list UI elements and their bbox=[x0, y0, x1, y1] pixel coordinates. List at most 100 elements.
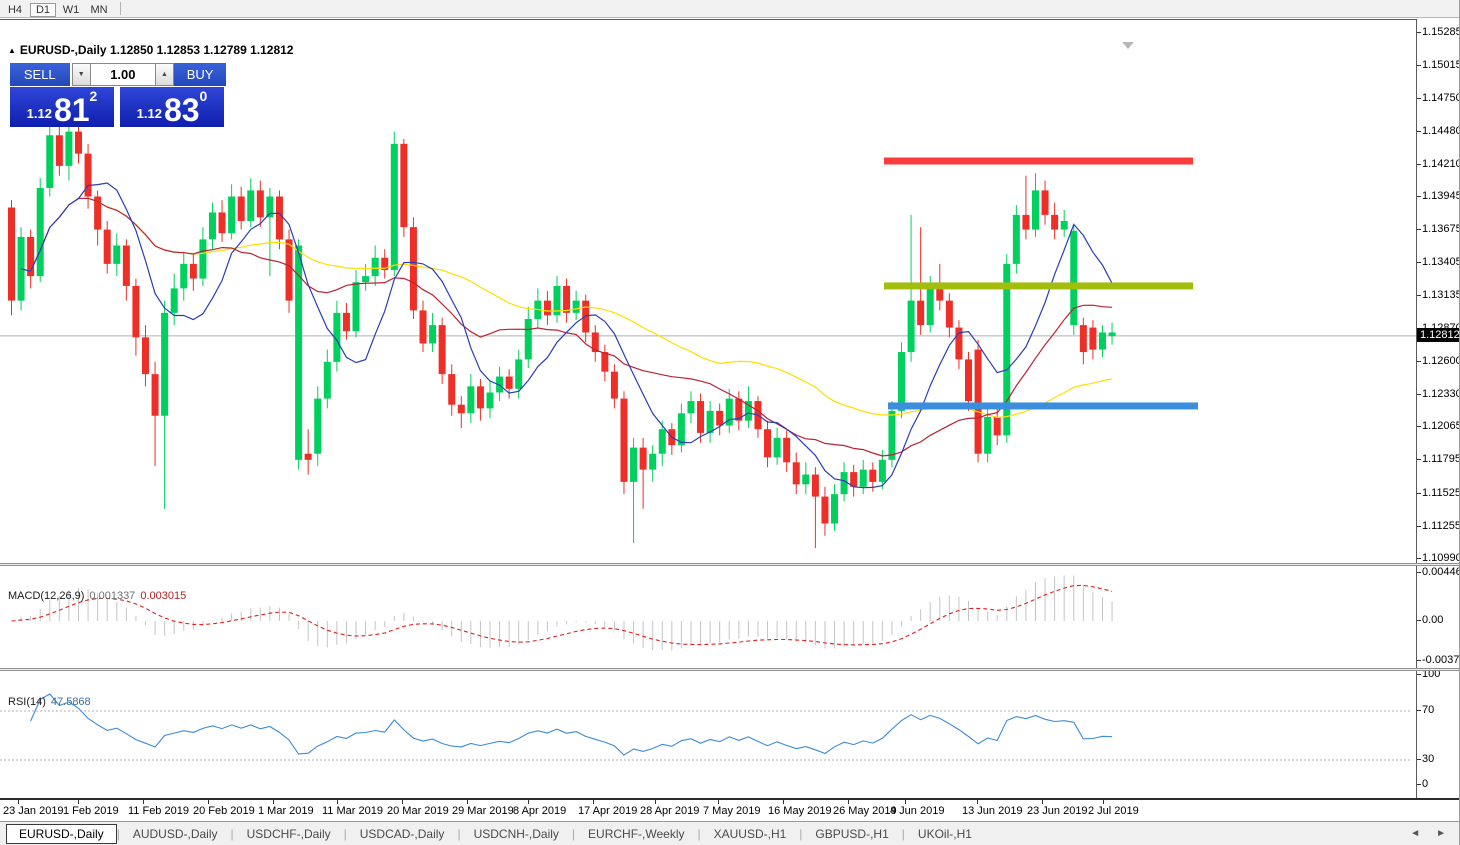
macd-signal-line bbox=[11, 584, 1113, 646]
price-scale-label: 1.15015 bbox=[1422, 59, 1460, 72]
symbol-marker-icon: ▲ bbox=[8, 46, 16, 55]
buy-button[interactable]: BUY bbox=[174, 63, 227, 86]
price-scale-label: 1.14210 bbox=[1422, 157, 1460, 170]
date-label: 2 Jul 2019 bbox=[1088, 805, 1139, 817]
chart-tab-gbpusd-h1[interactable]: GBPUSD-,H1 bbox=[815, 826, 889, 841]
date-tick bbox=[402, 800, 403, 804]
scale-tick bbox=[1417, 759, 1421, 760]
scale-tick bbox=[1417, 65, 1421, 67]
moving-average-8 bbox=[20, 182, 1113, 489]
chart-tab-usdcnh-daily[interactable]: USDCNH-,Daily bbox=[473, 826, 559, 841]
scale-tick bbox=[1417, 360, 1421, 362]
scale-tick bbox=[1417, 262, 1421, 264]
macd-panel-splitter[interactable] bbox=[0, 563, 1459, 566]
date-tick bbox=[208, 800, 209, 804]
date-label: 23 Jan 2019 bbox=[3, 805, 64, 817]
tab-separator: | bbox=[343, 826, 347, 841]
chart-tab-eurchf-weekly[interactable]: EURCHF-,Weekly bbox=[588, 826, 685, 841]
tab-scroll-right-icon[interactable]: ► bbox=[1436, 828, 1446, 839]
macd-main-value: 0.001337 bbox=[89, 590, 136, 602]
date-label: 1 Feb 2019 bbox=[63, 805, 119, 817]
bid-price-box[interactable]: 1.12 81 2 bbox=[10, 87, 114, 127]
chart-tab-ukoil-h1[interactable]: UKOil-,H1 bbox=[917, 826, 972, 841]
price-scale-label: 1.10990 bbox=[1422, 552, 1460, 565]
tab-scroll-left-icon[interactable]: ◄ bbox=[1410, 828, 1421, 839]
date-label: 16 May 2019 bbox=[768, 805, 832, 817]
chart-title: ▲ EURUSD-,Daily 1.12850 1.12853 1.12789 1… bbox=[8, 43, 293, 57]
ohlc-readout: 1.12850 1.12853 1.12789 1.12812 bbox=[109, 43, 294, 57]
scale-tick bbox=[1417, 32, 1421, 33]
chart-tab-usdcad-daily[interactable]: USDCAD-,Daily bbox=[359, 826, 445, 841]
scale-tick bbox=[1417, 459, 1421, 461]
ask-price-box[interactable]: 1.12 83 0 bbox=[120, 87, 224, 127]
volume-input[interactable] bbox=[90, 63, 155, 86]
date-label: 4 Jun 2019 bbox=[890, 805, 945, 817]
date-label: 1 Mar 2019 bbox=[258, 805, 314, 817]
ask-price-prefix: 1.12 bbox=[136, 106, 162, 121]
chart-area[interactable]: ▲ EURUSD-,Daily 1.12850 1.12853 1.12789 1… bbox=[0, 19, 1416, 820]
price-scale-label: 1.11255 bbox=[1422, 519, 1460, 532]
scale-tick bbox=[1417, 572, 1421, 573]
price-scale[interactable]: 1.12812 1.15285 1.15015 1.14750 1.14480 1.14… bbox=[1416, 19, 1460, 800]
rsi-value: 47.5868 bbox=[50, 696, 91, 708]
volume-increase-button[interactable]: ▲ bbox=[154, 63, 175, 86]
date-label: 20 Mar 2019 bbox=[387, 805, 449, 817]
scale-tick bbox=[1417, 229, 1421, 231]
scale-tick bbox=[1417, 784, 1421, 785]
sell-button[interactable]: SELL bbox=[10, 63, 70, 86]
scale-tick bbox=[1417, 660, 1421, 661]
date-tick bbox=[528, 800, 529, 804]
price-chart-canvas[interactable] bbox=[0, 21, 1416, 564]
one-click-trade-panel: SELL ▼ ▲ BUY 1.12 81 2 1.12 83 0 bbox=[10, 63, 227, 127]
level-line-support-blue bbox=[888, 402, 1198, 410]
timeframe-button-W1[interactable]: W1 bbox=[62, 3, 80, 16]
date-tick bbox=[783, 800, 784, 804]
level-line-resistance-red bbox=[884, 157, 1193, 165]
chart-tab-bar: EURUSD-,Daily | AUDUSD-,Daily | USDCHF-,Dail… bbox=[0, 821, 1459, 845]
rsi-indicator-canvas[interactable] bbox=[0, 673, 1416, 799]
timeframe-button-D1[interactable]: D1 bbox=[30, 2, 56, 17]
date-tick bbox=[655, 800, 656, 804]
chart-shift-marker-icon[interactable] bbox=[1122, 42, 1134, 49]
date-label: 13 Jun 2019 bbox=[962, 805, 1023, 817]
rsi-panel-splitter[interactable] bbox=[0, 668, 1459, 671]
price-scale-label: 1.14480 bbox=[1422, 124, 1460, 137]
tab-separator: | bbox=[697, 826, 701, 841]
scale-tick bbox=[1417, 393, 1421, 395]
scale-tick bbox=[1417, 674, 1421, 675]
chart-tab-audusd-daily[interactable]: AUDUSD-,Daily bbox=[132, 826, 218, 841]
scale-tick bbox=[1417, 97, 1421, 99]
rsi-name: RSI(14) bbox=[8, 696, 46, 708]
price-scale-label: 1.14750 bbox=[1422, 91, 1460, 104]
timeframe-button-MN[interactable]: MN bbox=[90, 3, 108, 16]
chart-tab-xauusd-h1[interactable]: XAUUSD-,H1 bbox=[713, 826, 787, 841]
price-scale-label: 1.15285 bbox=[1422, 26, 1460, 38]
ask-price-big: 83 bbox=[163, 91, 200, 128]
scale-tick bbox=[1417, 130, 1421, 132]
timeframe-button-H4[interactable]: H4 bbox=[7, 3, 23, 16]
date-tick bbox=[1042, 800, 1043, 804]
price-scale-label: 1.13675 bbox=[1422, 223, 1460, 236]
tab-separator: | bbox=[230, 826, 234, 841]
bid-price-prefix: 1.12 bbox=[26, 106, 52, 121]
macd-indicator-canvas[interactable] bbox=[0, 567, 1416, 669]
scale-tick bbox=[1417, 525, 1421, 527]
date-label: 28 Apr 2019 bbox=[640, 805, 700, 817]
chart-tab-usdchf-daily[interactable]: USDCHF-,Daily bbox=[246, 826, 331, 841]
volume-decrease-button[interactable]: ▼ bbox=[71, 63, 91, 86]
date-label: 11 Mar 2019 bbox=[322, 805, 383, 817]
date-axis[interactable]: 23 Jan 2019 1 Feb 2019 11 Feb 2019 20 Feb 2… bbox=[0, 800, 1459, 821]
date-label: 29 Mar 2019 bbox=[452, 805, 514, 817]
macd-scale-label: 0.004465 bbox=[1422, 566, 1459, 578]
chart-tab-eurusd-daily[interactable]: EURUSD-,Daily bbox=[6, 823, 117, 844]
date-tick bbox=[337, 800, 338, 804]
macd-scale-label: 0.00 bbox=[1422, 614, 1444, 626]
scale-tick bbox=[1417, 426, 1421, 428]
date-tick bbox=[1103, 800, 1104, 804]
scale-tick bbox=[1417, 492, 1421, 494]
date-tick bbox=[78, 800, 79, 804]
date-tick bbox=[593, 800, 594, 804]
date-axis-border bbox=[0, 798, 1459, 800]
price-scale-label: 1.11525 bbox=[1422, 486, 1460, 499]
